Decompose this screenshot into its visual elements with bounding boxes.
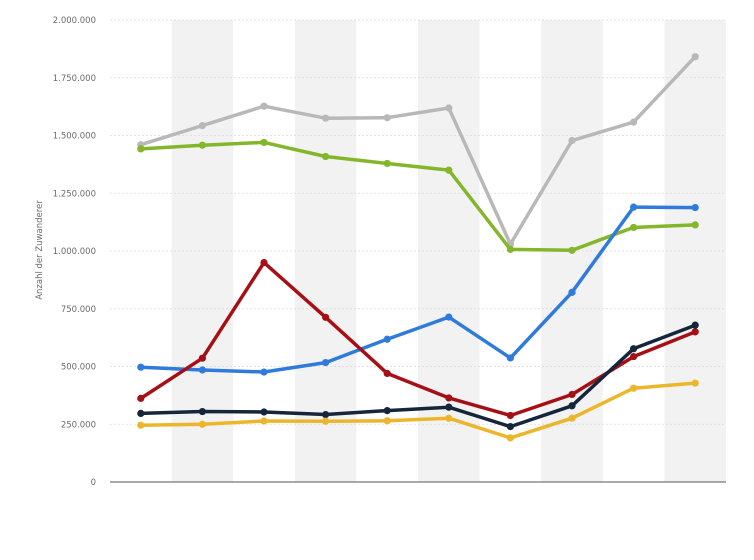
data-point	[137, 363, 145, 371]
data-point	[630, 384, 638, 392]
data-point	[198, 121, 206, 130]
y-axis-tick-labels: 0 250.000 500.000 750.000 1.000.000 1.250.000…	[53, 16, 96, 488]
data-point	[630, 118, 638, 126]
data-point	[383, 407, 391, 415]
series-line	[139, 323, 697, 429]
y-tick-label: 1.000.000	[53, 247, 96, 257]
data-point	[691, 221, 699, 229]
data-point	[383, 369, 391, 378]
data-point	[260, 102, 268, 110]
data-point	[322, 417, 330, 425]
data-point	[630, 223, 638, 232]
y-axis-title: Anzahl der Zuwanderer	[35, 200, 45, 300]
data-point	[445, 104, 453, 112]
data-point	[506, 354, 514, 362]
data-point	[260, 408, 268, 416]
data-point	[568, 288, 576, 296]
series-line	[139, 140, 697, 253]
series-group	[137, 53, 699, 442]
data-point	[383, 417, 391, 425]
series-line	[139, 381, 697, 440]
data-point	[198, 354, 206, 362]
data-point	[691, 379, 699, 387]
data-point	[691, 328, 699, 336]
data-point	[445, 166, 453, 174]
data-point	[445, 394, 453, 402]
y-tick-label: 1.750.000	[53, 74, 96, 84]
series-6	[137, 379, 699, 442]
data-point	[506, 434, 514, 442]
data-point	[568, 136, 576, 145]
y-tick-label: 1.500.000	[53, 132, 96, 142]
data-point	[383, 335, 391, 343]
y-tick-label: 2.000.000	[53, 16, 96, 26]
series-3	[137, 203, 699, 376]
series-line	[139, 54, 697, 246]
series-1	[137, 53, 699, 248]
series-5	[137, 321, 699, 431]
data-point	[568, 402, 576, 410]
data-point	[445, 313, 453, 321]
data-point	[691, 203, 699, 212]
data-point	[630, 345, 638, 353]
data-point	[198, 366, 206, 374]
data-point	[322, 114, 330, 122]
data-point	[568, 414, 576, 422]
data-point	[691, 53, 699, 61]
series-line	[139, 205, 697, 374]
y-tick-label: 750.000	[61, 305, 96, 315]
data-point	[691, 321, 699, 329]
data-point	[260, 258, 268, 267]
data-point	[506, 245, 514, 253]
data-point	[137, 421, 145, 429]
data-point	[137, 409, 145, 417]
data-point	[568, 246, 576, 254]
data-point	[445, 403, 453, 411]
data-point	[445, 414, 453, 422]
data-point	[568, 390, 576, 399]
data-point	[322, 410, 330, 419]
gridlines	[110, 19, 726, 425]
y-tick-label: 0	[91, 478, 96, 488]
y-tick-label: 250.000	[61, 420, 96, 430]
data-point	[260, 138, 268, 147]
data-point	[198, 407, 206, 416]
series-2	[137, 138, 699, 254]
data-point	[322, 152, 330, 161]
data-point	[322, 358, 330, 367]
data-point	[383, 159, 391, 168]
data-point	[322, 313, 330, 321]
y-tick-label: 500.000	[61, 363, 96, 373]
data-point	[137, 394, 145, 402]
data-point	[383, 114, 391, 122]
data-point	[260, 368, 268, 376]
data-point	[198, 141, 206, 149]
data-point	[630, 203, 638, 211]
data-point	[260, 417, 268, 425]
data-point	[506, 411, 514, 420]
data-point	[630, 352, 638, 361]
y-tick-label: 1.250.000	[53, 189, 96, 199]
data-point	[198, 420, 206, 428]
data-point	[506, 422, 514, 431]
data-point	[137, 145, 145, 153]
